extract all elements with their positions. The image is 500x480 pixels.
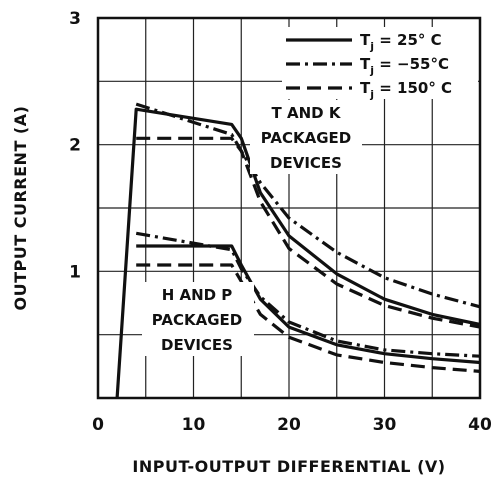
x-tick-label: 0 (92, 415, 104, 435)
y-tick-label: 2 (69, 136, 81, 156)
plot-frame (96, 16, 482, 400)
annotation-tk-background (250, 100, 362, 174)
x-axis-title: INPUT-OUTPUT DIFFERENTIAL (V) (132, 457, 445, 476)
annotation-tk-line-2: PACKAGED (261, 129, 351, 147)
legend-label-3: Tj = 150° C (360, 79, 452, 101)
annotation-hp-line-1: H AND P (162, 286, 233, 304)
legend-label-1: Tj = 25° C (360, 31, 442, 53)
annotation-hp-background (142, 282, 254, 356)
series-layer (115, 102, 481, 399)
annotation-hp-line-2: PACKAGED (152, 311, 242, 329)
x-tick-label: 30 (373, 415, 397, 435)
series-line-4 (136, 244, 481, 365)
series-line-5 (135, 231, 481, 358)
y-axis-title: OUTPUT CURRENT (A) (11, 106, 30, 311)
tick-labels: 0 10 20 30 40 1 2 3 (69, 9, 492, 435)
series-line-1 (115, 107, 481, 399)
legend: Tj = 25° CTj = −55°CTj = 150° C (286, 31, 452, 101)
annotation-tk-line-3: DEVICES (270, 154, 342, 172)
series-line-6 (136, 263, 481, 373)
x-tick-label: 40 (468, 415, 492, 435)
annotation-hp-line-3: DEVICES (161, 336, 233, 354)
series-line-3 (136, 136, 481, 329)
x-tick-label: 10 (182, 415, 206, 435)
y-tick-label: 3 (69, 9, 81, 29)
annotation-tk-line-1: T AND K (272, 104, 342, 122)
y-tick-label: 1 (69, 262, 81, 282)
x-tick-label: 20 (277, 415, 301, 435)
legend-label-2: Tj = −55°C (360, 55, 449, 77)
series-line-2 (135, 102, 481, 309)
